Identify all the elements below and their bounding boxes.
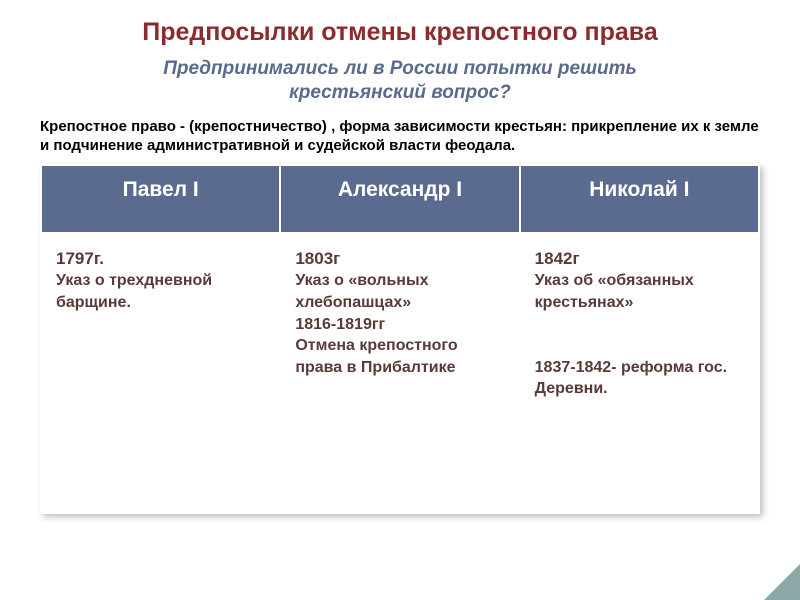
cell-year: 1797г. bbox=[56, 249, 104, 268]
table-body-row: 1797г. Указ о трехдневной барщине. 1803г… bbox=[41, 233, 759, 513]
table-header-row: Павел I Александр I Николай I bbox=[41, 165, 759, 233]
slide-title: Предпосылки отмены крепостного права bbox=[40, 18, 760, 47]
cell-alexander: 1803г Указ о «вольных хлебопашцах»1816-1… bbox=[280, 233, 519, 513]
header-alexander: Александр I bbox=[280, 165, 519, 233]
rulers-table: Павел I Александр I Николай I 1797г. Ука… bbox=[40, 164, 760, 514]
corner-decoration bbox=[764, 564, 800, 600]
cell-content: 1803г Указ о «вольных хлебопашцах»1816-1… bbox=[295, 248, 504, 379]
slide-subtitle: Предпринимались ли в России попытки реши… bbox=[40, 57, 760, 105]
cell-nikolay: 1842г Указ об «обязанных крестьянах»1837… bbox=[520, 233, 759, 513]
cell-year: 1842г bbox=[535, 249, 580, 268]
slide-container: Предпосылки отмены крепостного права Пре… bbox=[0, 0, 800, 600]
header-pavel: Павел I bbox=[41, 165, 280, 233]
cell-text: Указ об «обязанных крестьянах»1837-1842-… bbox=[535, 272, 727, 397]
subtitle-line2: крестьянский вопрос? bbox=[289, 82, 511, 103]
subtitle-line1: Предпринимались ли в России попытки реши… bbox=[163, 58, 637, 79]
cell-pavel: 1797г. Указ о трехдневной барщине. bbox=[41, 233, 280, 513]
cell-year: 1803г bbox=[295, 249, 340, 268]
cell-text: Указ о трехдневной барщине. bbox=[56, 272, 212, 311]
cell-content: 1842г Указ об «обязанных крестьянах»1837… bbox=[535, 248, 744, 401]
definition-text: Крепостное право - (крепостничество) , ф… bbox=[40, 117, 760, 156]
header-nikolay: Николай I bbox=[520, 165, 759, 233]
cell-text: Указ о «вольных хлебопашцах»1816-1819ггО… bbox=[295, 272, 457, 375]
cell-content: 1797г. Указ о трехдневной барщине. bbox=[56, 248, 265, 314]
